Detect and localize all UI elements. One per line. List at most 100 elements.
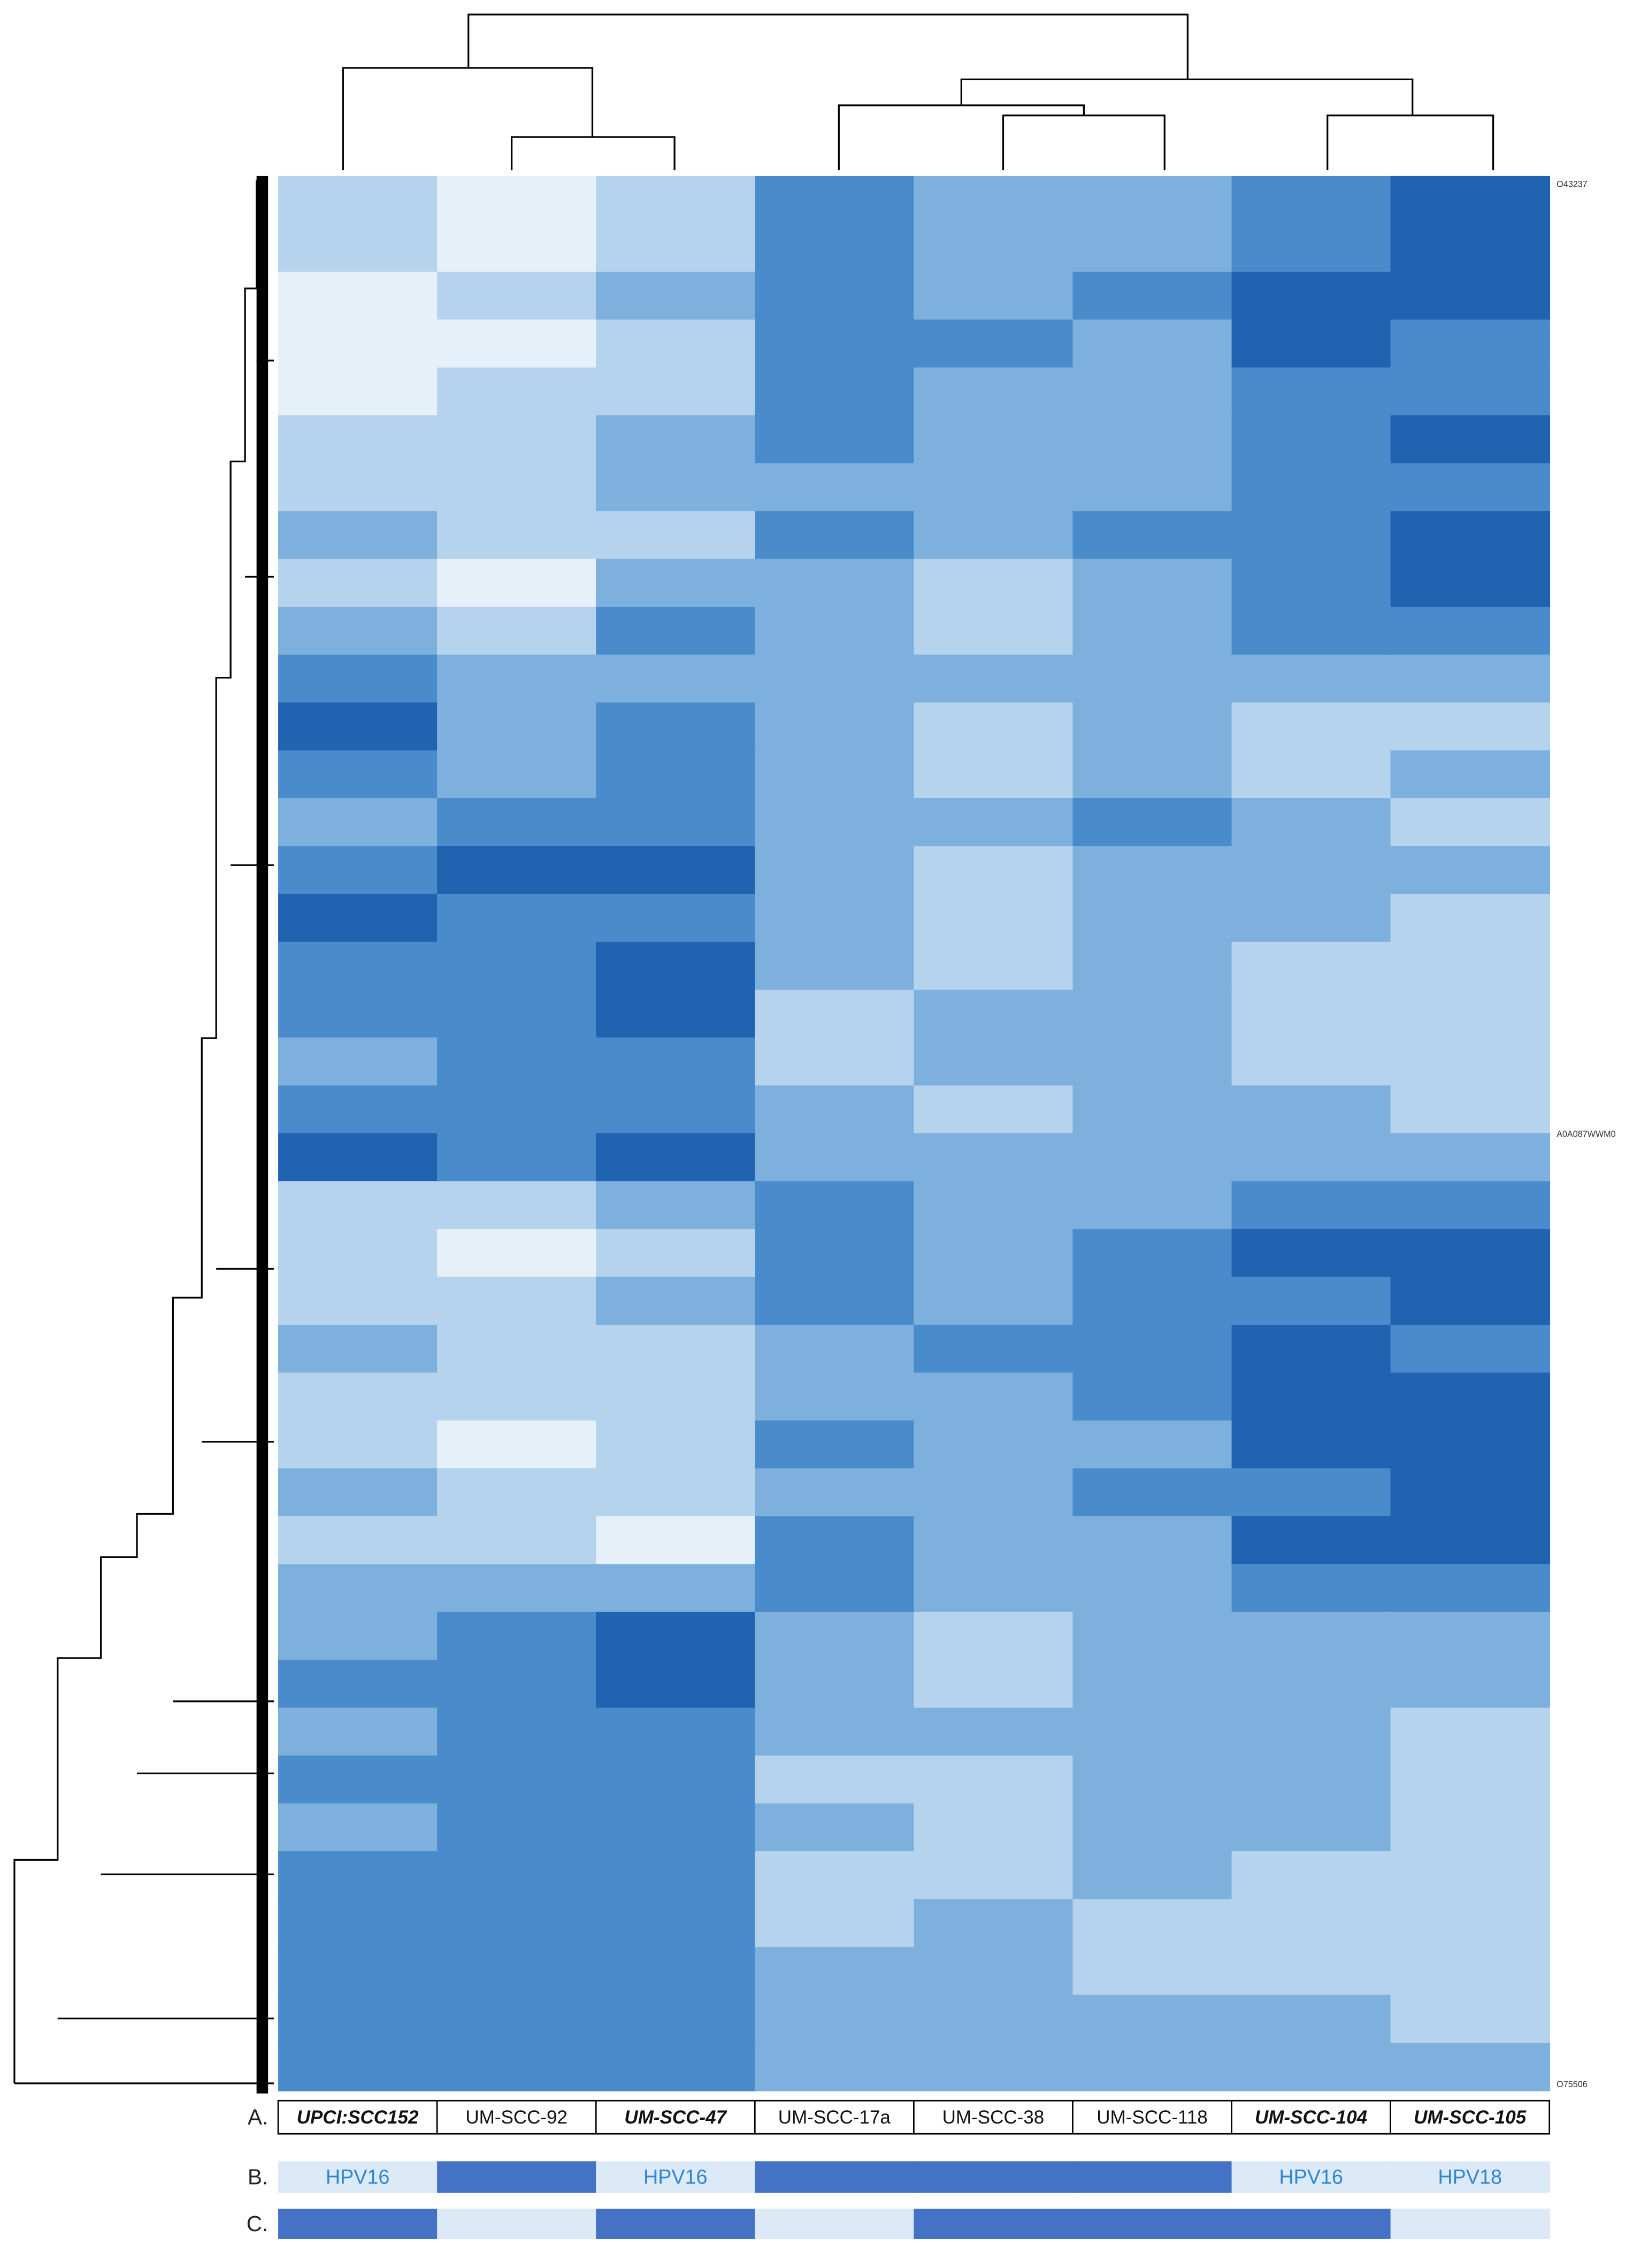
heatmap-cell [596,798,756,847]
heatmap-cell [914,1803,1074,1852]
heatmap-cell [278,511,438,560]
column-label-box [436,2099,597,2135]
heatmap-cell [914,1372,1074,1422]
heatmap-cell [1231,1851,1391,1900]
heatmap-cell [437,463,597,512]
heatmap-cell [1390,1181,1551,1230]
heatmap-cell [755,846,915,895]
heatmap-cell [437,1181,597,1230]
column-label-box [1390,2099,1551,2135]
heatmap-cell [596,1516,756,1565]
heatmap-cell [1390,271,1551,320]
heatmap-cell [1390,846,1551,895]
heatmap-cell [1390,1277,1551,1326]
heatmap-cell [278,750,438,799]
heatmap-cell [755,1755,915,1804]
heatmap-cell [278,1660,438,1709]
heatmap-cell [437,1277,597,1326]
heatmap-cell [755,1277,915,1326]
heatmap-cell [437,1085,597,1134]
heatmap-cell [278,1707,438,1757]
heatmap-cell [596,271,756,320]
heatmap-cell [1072,319,1232,369]
heatmap-cell [1072,271,1232,320]
heatmap-cell [1231,989,1391,1038]
heatmap-cell [1231,415,1391,464]
heatmap-cell [278,367,438,416]
annotation-text: HPV16 [1279,2166,1343,2188]
heatmap-cell [278,1946,438,1996]
heatmap-cell [596,1612,756,1661]
heatmap-cell [437,1995,597,2044]
heatmap-cell [755,463,915,512]
heatmap-cell [437,607,597,655]
heatmap-cell [1390,1707,1551,1757]
annotation-cell [596,2209,756,2239]
annotation-cell [1072,2161,1232,2193]
heatmap-cell [278,1851,438,1900]
heatmap-cell [1072,2042,1232,2091]
heatmap-cell [278,463,438,512]
heatmap-cell [596,1851,756,1900]
column-label: UM-SCC-17a [778,2107,891,2128]
heatmap-cell [596,654,756,704]
heatmap-cell [278,1037,438,1087]
heatmap-cell [914,224,1074,273]
heatmap-cell [278,1564,438,1613]
heatmap-cell [755,2042,915,2091]
heatmap-cell [278,1612,438,1661]
column-label: UM-SCC-105 [1414,2107,1527,2128]
heatmap-cell [1390,654,1551,704]
heatmap-cell [1390,415,1551,464]
heatmap-cell [755,1660,915,1709]
heatmap-cell [278,2042,438,2091]
heatmap-cell [1390,463,1551,512]
annotation-cell [755,2209,915,2239]
heatmap-cell [1231,1181,1391,1230]
heatmap-cell [596,1707,756,1757]
annotation-text: HPV16 [643,2166,708,2188]
heatmap-cell [1072,798,1232,847]
heatmap-cell [1390,1851,1551,1900]
heatmap-cell [914,894,1074,943]
heatmap-cell [437,175,597,225]
heatmap-cell [1390,1229,1551,1278]
heatmap-cell [1231,1324,1391,1373]
heatmap-cell [437,798,597,847]
heatmap-cell [755,1946,915,1996]
heatmap-cell [755,989,915,1038]
heatmap-cell [755,1899,915,1948]
heatmap-cell [278,1133,438,1182]
heatmap-cell [1390,367,1551,416]
track-label: C. [247,2211,268,2236]
heatmap-cell [914,1564,1074,1613]
heatmap-cell [914,271,1074,320]
heatmap-cell [596,750,756,799]
heatmap-cell [1231,367,1391,416]
heatmap-cell [437,1324,597,1373]
heatmap-cell [278,1803,438,1852]
heatmap-cell [1390,319,1551,369]
heatmap-cell [596,1133,756,1182]
heatmap-cell [1390,1612,1551,1661]
heatmap-cell [755,271,915,320]
heatmap-cell [914,989,1074,1038]
heatmap-cell [1231,1899,1391,1948]
heatmap-cell [755,654,915,704]
heatmap-cell [278,1229,438,1278]
heatmap-cell [1390,1085,1551,1134]
track-label: A. [248,2105,268,2129]
row-label: O43237 [1557,179,1588,189]
heatmap-cell [596,1277,756,1326]
heatmap-cell [596,559,756,608]
heatmap-cell [755,1995,915,2044]
heatmap-cell [437,1803,597,1852]
heatmap-cell [914,846,1074,895]
heatmap-cell [914,463,1074,512]
heatmap-cell [1231,1707,1391,1757]
heatmap-cell [596,2042,756,2091]
heatmap-cell [437,654,597,704]
heatmap-cell [914,942,1074,991]
heatmap-cell [1390,1420,1551,1469]
heatmap-cell [437,319,597,369]
